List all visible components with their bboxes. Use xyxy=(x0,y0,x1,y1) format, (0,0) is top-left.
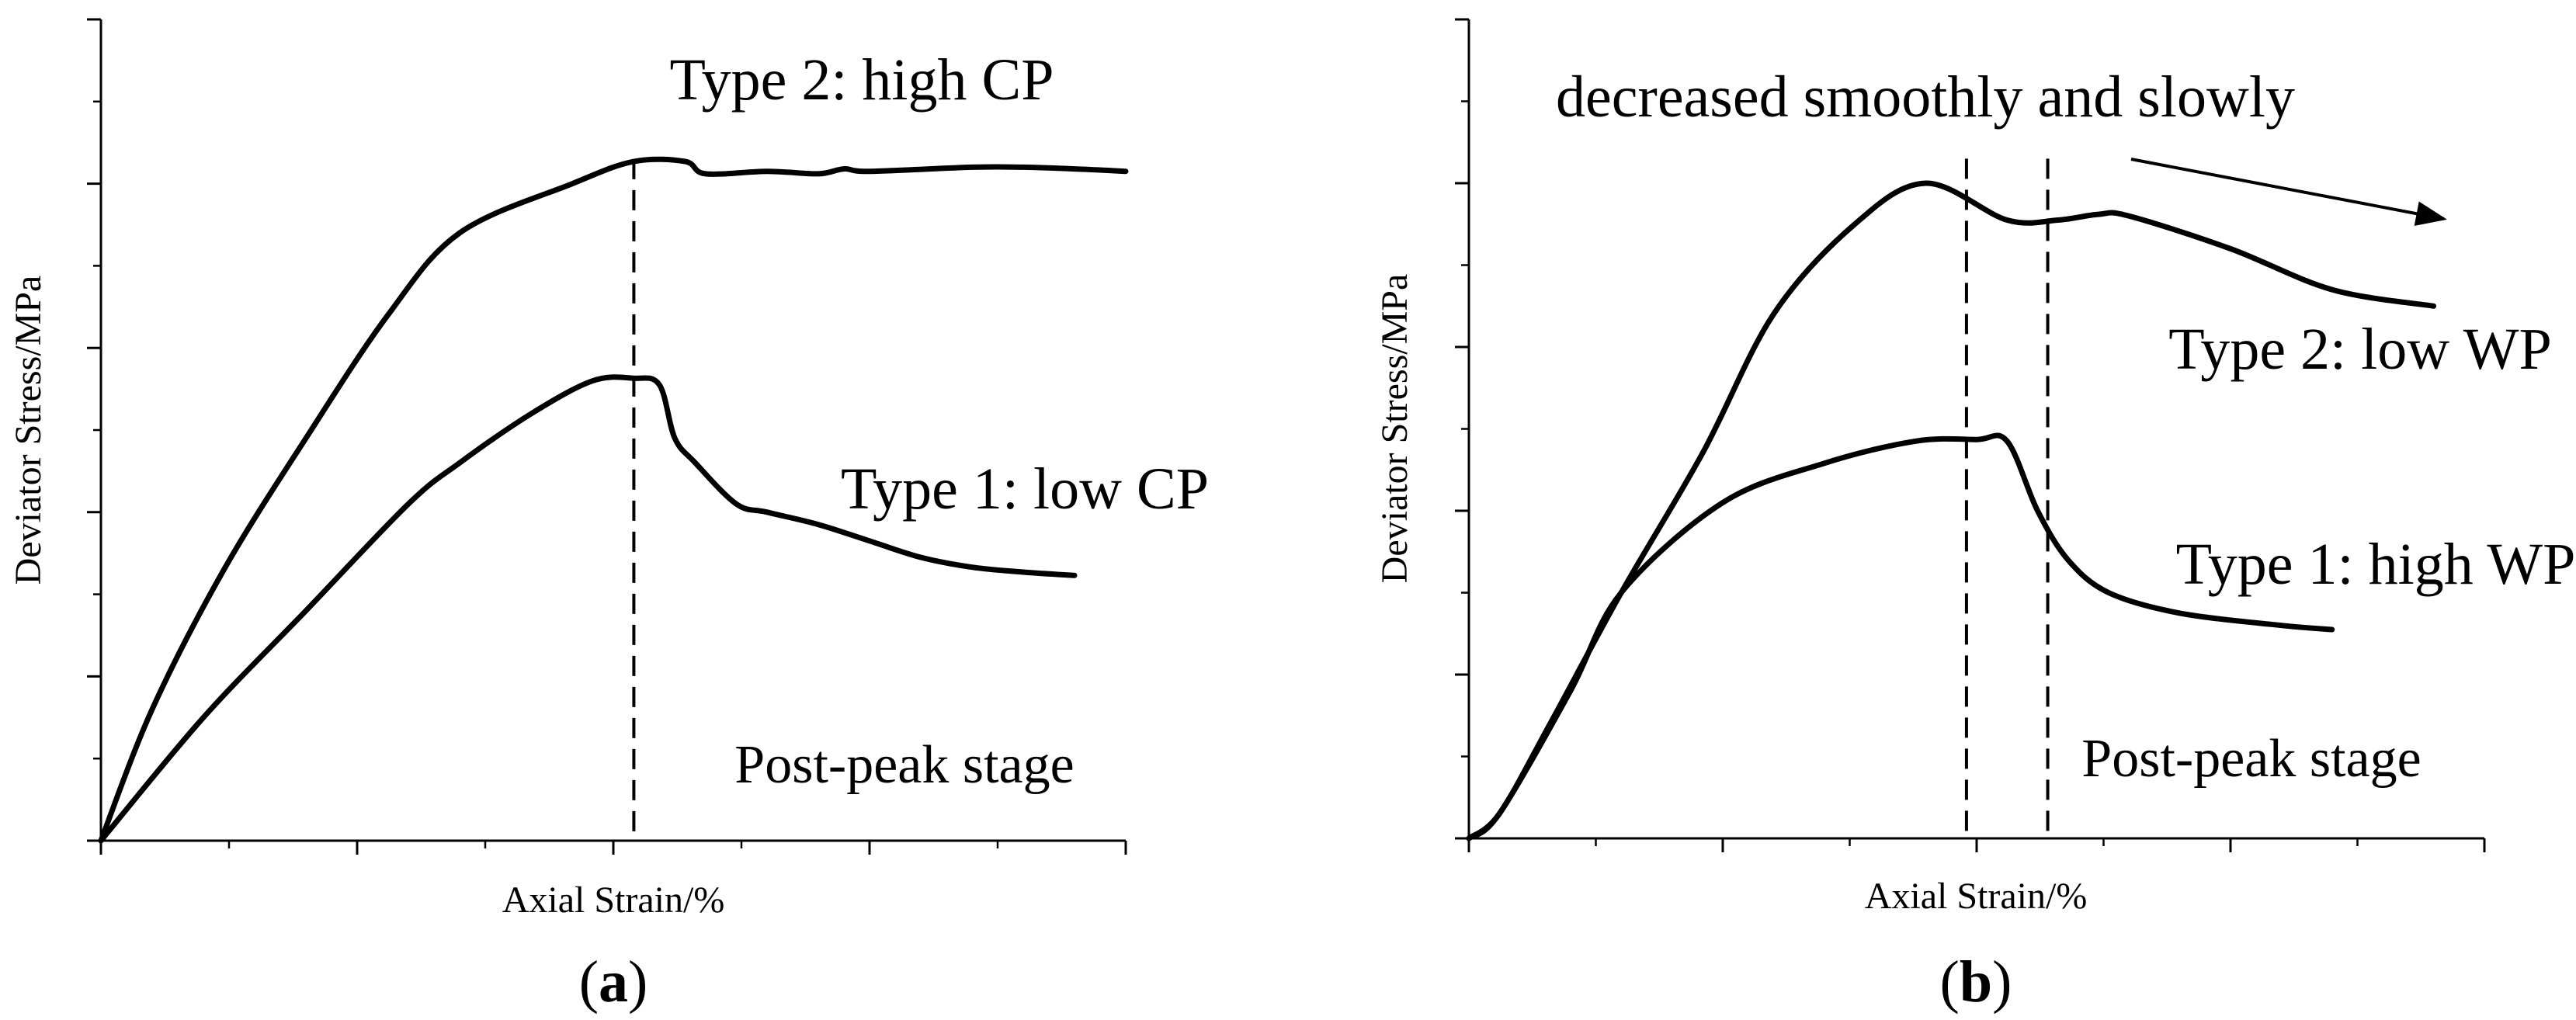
x-axis-label: Axial Strain/% xyxy=(502,879,725,921)
axis-ticks xyxy=(87,18,1127,855)
panel-label-a: (a) xyxy=(579,949,648,1015)
y-axis-label: Deviator Stress/MPa xyxy=(1374,274,1415,584)
y-axis-label: Deviator Stress/MPa xyxy=(8,276,49,585)
chart-panel-b: decreased smoothly and slowly Type 2: lo… xyxy=(1374,18,2576,1015)
trend-arrow xyxy=(2130,158,2447,226)
series-group xyxy=(98,156,1129,844)
series-line-type-1-low-cp xyxy=(98,374,1078,844)
trend-annotation: decreased smoothly and slowly xyxy=(1556,64,2295,130)
series-label-type2-low-wp: Type 2: low WP xyxy=(2168,317,2552,382)
axis-ticks xyxy=(1455,18,2486,852)
x-axis-label: Axial Strain/% xyxy=(1865,876,2088,917)
peak-markers xyxy=(1964,158,2050,838)
chart-panel-a: Type 2: high CP Type 1: low CP Post-peak… xyxy=(8,18,1209,1015)
panel-label-b: (b) xyxy=(1940,949,2012,1015)
series-label-type2-high-cp: Type 2: high CP xyxy=(669,47,1054,113)
post-peak-stage-label: Post-peak stage xyxy=(2081,729,2421,789)
series-line-type-2-high-cp xyxy=(98,156,1129,844)
series-label-type1-low-cp: Type 1: low CP xyxy=(841,456,1209,522)
series-line-type-1-high-wp xyxy=(1466,432,2335,841)
series-group xyxy=(1466,180,2437,841)
series-label-type1-high-wp: Type 1: high WP xyxy=(2176,532,2576,597)
post-peak-stage-label: Post-peak stage xyxy=(734,735,1074,795)
